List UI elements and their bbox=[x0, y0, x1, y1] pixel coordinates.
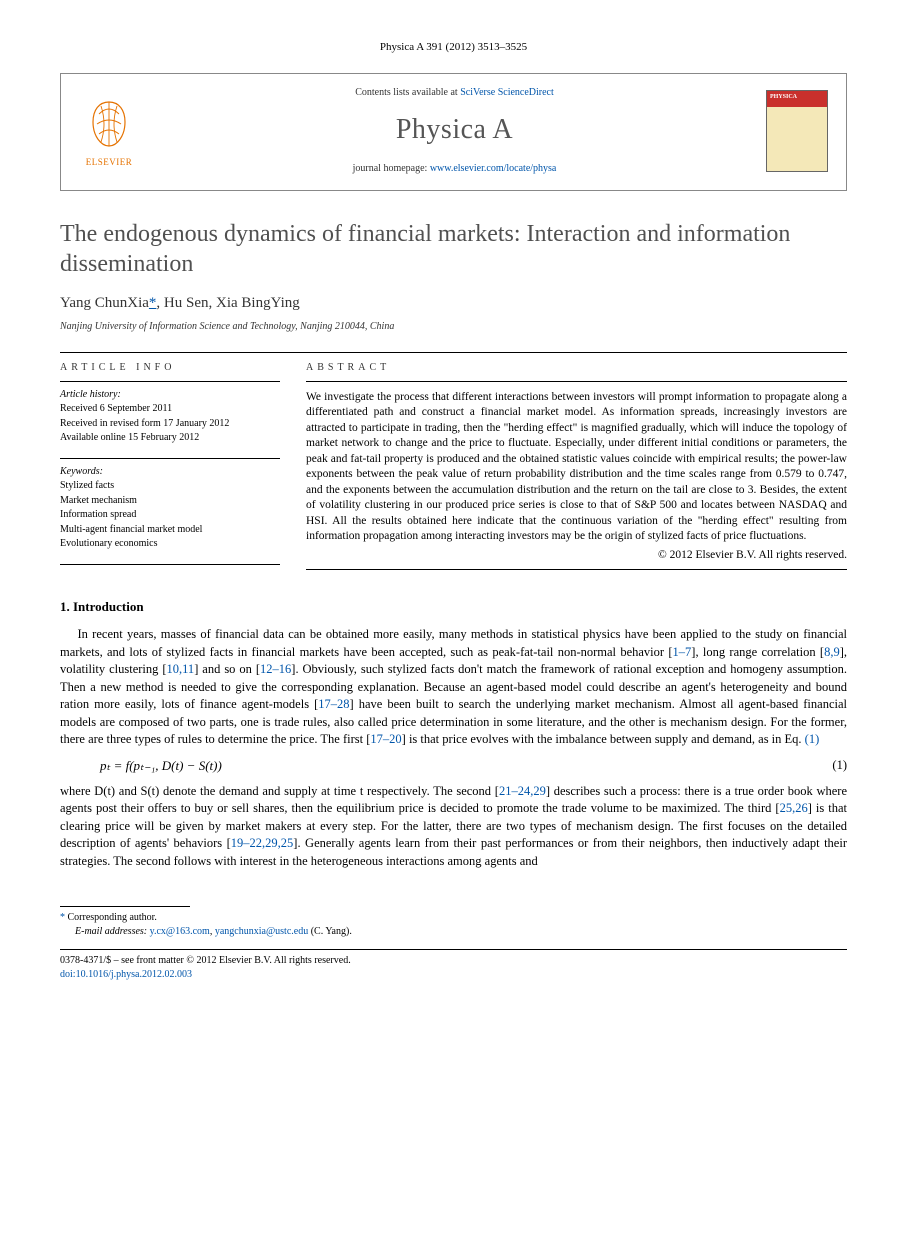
email-link[interactable]: y.cx@163.com bbox=[150, 926, 210, 937]
article-history: Article history: Received 6 September 20… bbox=[60, 388, 280, 446]
keyword: Evolutionary economics bbox=[60, 537, 280, 552]
email-suffix: (C. Yang). bbox=[308, 926, 352, 937]
corr-label: Corresponding author. bbox=[68, 912, 157, 923]
author-primary: Yang ChunXia bbox=[60, 295, 149, 311]
email-link[interactable]: yangchunxia@ustc.edu bbox=[215, 926, 308, 937]
keyword: Market mechanism bbox=[60, 494, 280, 509]
header-center: Contents lists available at SciVerse Sci… bbox=[155, 86, 754, 175]
contents-lists-line: Contents lists available at SciVerse Sci… bbox=[155, 86, 754, 100]
keyword: Information spread bbox=[60, 508, 280, 523]
sciencedirect-link[interactable]: SciVerse ScienceDirect bbox=[460, 87, 554, 98]
equation: pₜ = f(pₜ₋₁, D(t) − S(t)) bbox=[100, 757, 832, 775]
equation-ref-link[interactable]: (1) bbox=[805, 732, 820, 746]
homepage-link[interactable]: www.elsevier.com/locate/physa bbox=[430, 163, 557, 174]
body-text-span: where D(t) and S(t) denote the demand an… bbox=[60, 784, 499, 798]
keyword: Multi-agent financial market model bbox=[60, 523, 280, 538]
authors: Yang ChunXia*, Hu Sen, Xia BingYing bbox=[60, 293, 847, 314]
citation-link[interactable]: 17–20 bbox=[370, 732, 401, 746]
body-text-span: ] is that price evolves with the imbalan… bbox=[402, 732, 805, 746]
article-info-column: ARTICLE INFO Article history: Received 6… bbox=[60, 353, 280, 570]
bottom-divider bbox=[60, 949, 847, 950]
citation-link[interactable]: 12–16 bbox=[260, 662, 291, 676]
email-label: E-mail addresses: bbox=[75, 926, 147, 937]
doi-line: doi:10.1016/j.physa.2012.02.003 bbox=[60, 968, 847, 982]
equation-number: (1) bbox=[832, 757, 847, 775]
citation-link[interactable]: 1–7 bbox=[673, 645, 692, 659]
keywords-block: Keywords: Stylized facts Market mechanis… bbox=[60, 465, 280, 552]
journal-cover-thumbnail: PHYSICA bbox=[766, 90, 828, 172]
equation-row: pₜ = f(pₜ₋₁, D(t) − S(t)) (1) bbox=[100, 757, 847, 775]
abstract-column: ABSTRACT We investigate the process that… bbox=[306, 353, 847, 570]
introduction-section: 1. Introduction In recent years, masses … bbox=[60, 598, 847, 870]
contents-prefix: Contents lists available at bbox=[355, 87, 460, 98]
issn-line: 0378-4371/$ – see front matter © 2012 El… bbox=[60, 954, 847, 968]
article-info-heading: ARTICLE INFO bbox=[60, 353, 280, 381]
section-heading: 1. Introduction bbox=[60, 598, 847, 616]
citation-link[interactable]: 19–22,29,25 bbox=[231, 836, 294, 850]
bottom-block: 0378-4371/$ – see front matter © 2012 El… bbox=[60, 954, 847, 982]
footnotes: * Corresponding author. E-mail addresses… bbox=[60, 911, 847, 939]
abstract-text: We investigate the process that differen… bbox=[306, 382, 847, 545]
citation-link[interactable]: 17–28 bbox=[318, 697, 349, 711]
affiliation: Nanjing University of Information Scienc… bbox=[60, 320, 847, 334]
abstract-copyright: © 2012 Elsevier B.V. All rights reserved… bbox=[306, 547, 847, 563]
keywords-label: Keywords: bbox=[60, 465, 280, 480]
intro-paragraph-2: where D(t) and S(t) denote the demand an… bbox=[60, 783, 847, 871]
authors-rest: , Hu Sen, Xia BingYing bbox=[156, 295, 299, 311]
footnote-separator bbox=[60, 906, 190, 907]
citation-link[interactable]: 21–24,29 bbox=[499, 784, 546, 798]
elsevier-logo: ELSEVIER bbox=[79, 94, 139, 169]
homepage-prefix: journal homepage: bbox=[353, 163, 430, 174]
revised-date: Received in revised form 17 January 2012 bbox=[60, 417, 280, 432]
citation-link[interactable]: 8,9 bbox=[824, 645, 840, 659]
abstract-heading: ABSTRACT bbox=[306, 353, 847, 381]
citation-link[interactable]: 10,11 bbox=[167, 662, 195, 676]
received-date: Received 6 September 2011 bbox=[60, 402, 280, 417]
asterisk-icon: * bbox=[60, 912, 65, 923]
journal-name: Physica A bbox=[155, 110, 754, 149]
online-date: Available online 15 February 2012 bbox=[60, 431, 280, 446]
article-title: The endogenous dynamics of financial mar… bbox=[60, 219, 847, 279]
journal-reference: Physica A 391 (2012) 3513–3525 bbox=[60, 40, 847, 55]
history-label: Article history: bbox=[60, 388, 280, 403]
email-line: E-mail addresses: y.cx@163.com, yangchun… bbox=[60, 925, 847, 939]
body-text-span: ] and so on [ bbox=[194, 662, 260, 676]
keyword: Stylized facts bbox=[60, 479, 280, 494]
citation-link[interactable]: 25,26 bbox=[780, 801, 808, 815]
corresponding-author-note: * Corresponding author. bbox=[60, 911, 847, 925]
homepage-line: journal homepage: www.elsevier.com/locat… bbox=[155, 162, 754, 176]
journal-header-box: ELSEVIER Contents lists available at Sci… bbox=[60, 73, 847, 190]
body-text-span: ], long range correlation [ bbox=[691, 645, 824, 659]
doi-link[interactable]: doi:10.1016/j.physa.2012.02.003 bbox=[60, 969, 192, 980]
elsevier-label: ELSEVIER bbox=[79, 156, 139, 169]
cover-label: PHYSICA bbox=[770, 93, 797, 101]
intro-paragraph-1: In recent years, masses of financial dat… bbox=[60, 626, 847, 749]
